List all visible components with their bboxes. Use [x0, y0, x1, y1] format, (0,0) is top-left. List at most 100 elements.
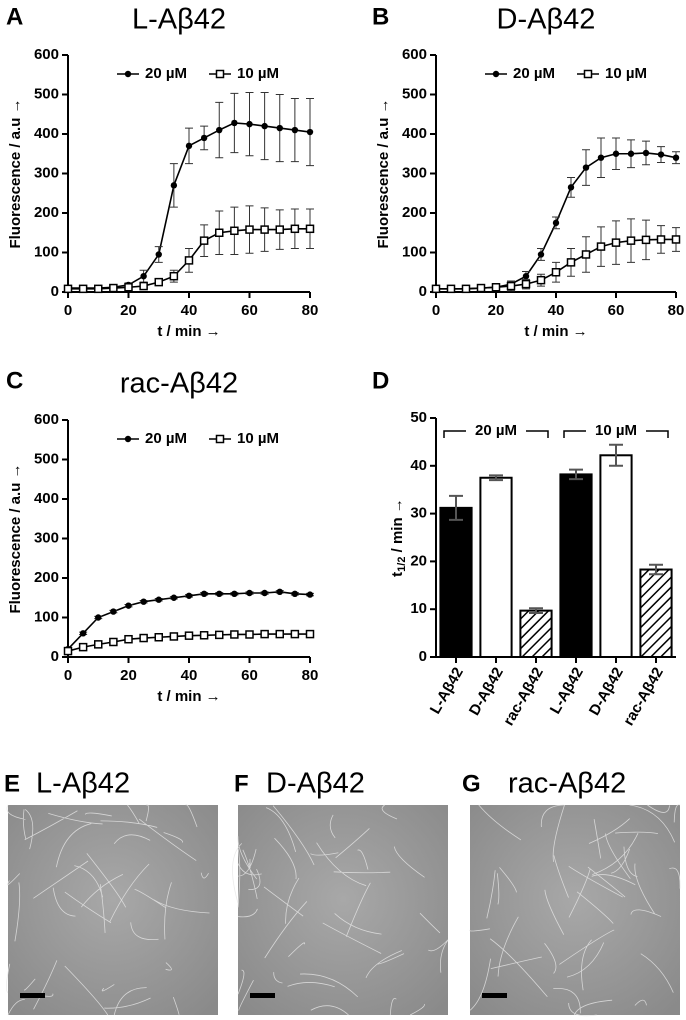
x-axis-label: t / min →	[524, 323, 587, 340]
data-point	[63, 284, 73, 294]
y-tick-label: 30	[410, 505, 427, 522]
x-tick-label: 20	[488, 302, 505, 319]
y-tick-label: 0	[51, 283, 59, 300]
data-point	[230, 226, 239, 236]
error-bar	[649, 563, 663, 576]
data-point	[184, 256, 194, 265]
panel-label: E	[4, 770, 20, 797]
data-point	[124, 634, 133, 644]
data-point	[291, 126, 299, 134]
x-axis-label: t / min →	[157, 688, 220, 705]
data-point	[612, 150, 620, 157]
x-tick-label: rac-Aβ42	[620, 664, 667, 728]
data-point	[125, 602, 132, 609]
y-tick-label: 200	[34, 569, 59, 586]
y-tick-label: 50	[410, 409, 427, 426]
data-point	[657, 151, 665, 158]
error-bar	[569, 468, 583, 481]
data-point	[275, 225, 284, 234]
data-point	[155, 251, 162, 258]
data-point	[672, 154, 680, 161]
data-point	[551, 268, 561, 277]
fibrils	[5, 804, 210, 1016]
error-bar	[529, 607, 543, 615]
chart-title: rac-Aβ42	[120, 368, 238, 400]
data-point	[260, 225, 269, 234]
y-tick-label: 400	[402, 125, 427, 142]
data-point	[642, 149, 650, 157]
micrograph	[470, 805, 680, 1015]
data-point	[230, 630, 239, 639]
x-tick-label: L-Aβ42	[427, 664, 467, 717]
error-bar	[609, 443, 623, 467]
data-point	[276, 124, 283, 132]
y-axis-label: Fluorescence / a.u →	[7, 463, 24, 613]
x-tick-label: rac-Aβ42	[500, 664, 547, 728]
data-point	[260, 629, 269, 639]
series-line	[67, 591, 311, 650]
y-tick-label: 200	[402, 204, 427, 221]
data-point	[79, 630, 87, 637]
data-point	[446, 284, 456, 294]
data-point	[521, 279, 531, 289]
group-label: 10 µM	[595, 422, 637, 439]
data-point	[245, 630, 254, 639]
data-point	[154, 633, 163, 642]
legend-label: 10 µM	[237, 430, 279, 447]
data-point	[200, 590, 208, 597]
y-tick-label: 300	[34, 164, 59, 181]
micrograph-title: D-Aβ42	[266, 768, 365, 800]
data-point	[261, 589, 268, 597]
data-point	[245, 225, 254, 234]
y-tick-label: 300	[34, 529, 59, 546]
legend-label: 10 µM	[237, 65, 279, 82]
panel-label: B	[372, 3, 389, 30]
y-tick-label: 10	[410, 600, 427, 617]
data-point	[78, 284, 88, 294]
legend-label: 20 µM	[513, 65, 555, 82]
data-point	[290, 629, 300, 639]
data-point	[139, 281, 148, 291]
data-point	[200, 134, 208, 142]
y-axis-label: t1/2 / min →	[389, 498, 408, 577]
data-point	[216, 126, 223, 134]
data-point	[169, 632, 179, 641]
data-point	[276, 588, 283, 596]
data-point	[306, 128, 314, 136]
group-label: 20 µM	[475, 422, 517, 439]
bar	[559, 473, 593, 658]
data-point	[215, 228, 224, 237]
data-point	[231, 590, 238, 597]
y-tick-label: 0	[51, 648, 59, 665]
data-point	[275, 629, 284, 639]
data-point	[611, 238, 621, 247]
legend-marker	[583, 69, 593, 79]
panel-label: D	[372, 367, 389, 394]
y-tick-label: 40	[410, 457, 427, 474]
data-point	[522, 273, 530, 280]
scale-bar	[250, 993, 275, 998]
legend-label: 20 µM	[145, 430, 187, 447]
data-point	[169, 271, 179, 281]
x-tick-label: 80	[302, 302, 319, 319]
chart-title: D-Aβ42	[497, 4, 596, 36]
y-tick-label: 400	[34, 490, 59, 507]
y-axis-label: Fluorescence / a.u →	[375, 98, 392, 248]
y-tick-label: 500	[402, 85, 427, 102]
data-point	[627, 150, 635, 157]
data-point	[597, 154, 605, 161]
data-point	[626, 236, 636, 245]
y-tick-label: 500	[34, 85, 59, 102]
x-tick-label: D-Aβ42	[466, 664, 507, 718]
y-tick-label: 200	[34, 204, 59, 221]
bar	[599, 454, 633, 658]
data-point	[656, 235, 666, 244]
chart-title: L-Aβ42	[132, 4, 226, 36]
data-point	[109, 283, 118, 293]
panel-label: G	[462, 770, 481, 797]
y-axis-label-rest: / min →	[389, 498, 406, 556]
x-tick-label: 60	[241, 302, 258, 319]
x-tick-label: 0	[64, 667, 72, 684]
panel-label: F	[234, 770, 249, 797]
data-point	[94, 284, 103, 294]
